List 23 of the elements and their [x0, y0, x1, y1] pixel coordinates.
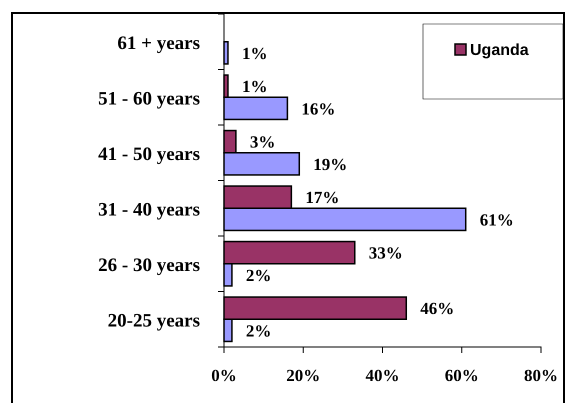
data-label: 2%	[246, 321, 272, 340]
y-tick-label: 51 - 60 years	[98, 88, 200, 110]
legend-label: Uganda	[470, 42, 529, 59]
data-label: 61%	[480, 210, 514, 230]
data-label: 33%	[368, 244, 403, 263]
data-label: 1%	[242, 77, 268, 96]
data-label: 46%	[420, 299, 454, 318]
y-tick-label: 26 - 30 years	[98, 254, 200, 276]
y-tick-label: 61 + years	[117, 32, 200, 54]
x-tick-label: 0%	[211, 366, 237, 386]
x-tick-label: 20%	[286, 366, 320, 386]
y-tick-label: 20-25 years	[108, 310, 200, 332]
x-tick-label: 80%	[524, 366, 558, 386]
x-tick-label: 40%	[366, 366, 400, 386]
x-tick-label: 60%	[444, 366, 479, 386]
data-label: 16%	[301, 99, 336, 118]
data-label: 1%	[242, 44, 268, 63]
data-label: 3%	[250, 132, 276, 152]
y-tick-label: 31 - 40 years	[98, 199, 200, 220]
y-tick-label: 41 - 50 years	[98, 144, 200, 165]
data-label: 2%	[246, 266, 272, 285]
data-label: 17%	[305, 188, 340, 208]
data-label: 19%	[313, 154, 348, 174]
